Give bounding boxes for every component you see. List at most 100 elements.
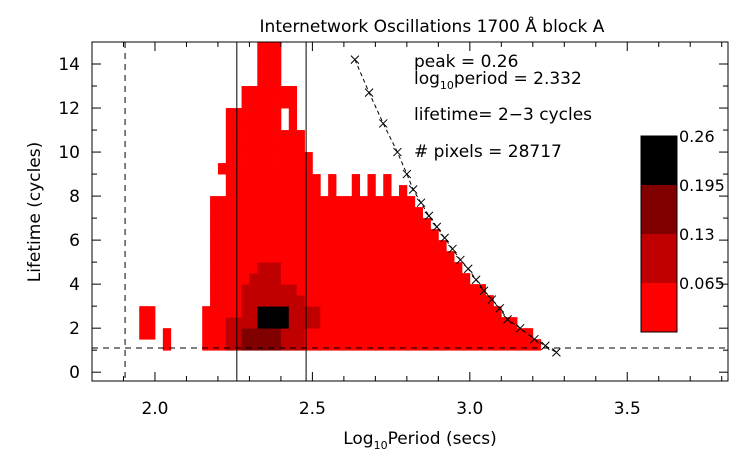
heatmap-cell xyxy=(265,42,274,54)
heatmap-cell xyxy=(367,207,376,219)
heatmap-cell xyxy=(217,306,227,318)
heatmap-cell xyxy=(257,284,266,296)
heatmap-cell xyxy=(477,339,486,351)
heatmap-cell xyxy=(367,229,376,241)
heatmap-cell xyxy=(328,339,337,351)
heatmap-cell xyxy=(320,196,329,208)
heatmap-cell xyxy=(296,295,305,307)
heatmap-cell xyxy=(454,317,463,329)
heatmap-cell xyxy=(265,75,274,87)
heatmap-cell xyxy=(217,317,227,329)
cutoff-point-marker xyxy=(530,334,539,344)
heatmap-cells xyxy=(139,42,542,351)
heatmap-cell xyxy=(446,295,455,307)
heatmap-cell xyxy=(398,207,408,219)
heatmap-cell xyxy=(273,284,282,296)
heatmap-cell xyxy=(210,295,219,307)
heatmap-cell xyxy=(383,262,392,274)
heatmap-cell xyxy=(233,196,242,208)
heatmap-cell xyxy=(210,262,219,274)
annotation-log-period: log10period = 2.332 xyxy=(414,69,582,92)
heatmap-cell xyxy=(280,295,290,307)
heatmap-cell xyxy=(217,339,227,351)
heatmap-cell xyxy=(257,328,266,340)
heatmap-cell xyxy=(493,317,502,329)
heatmap-cell xyxy=(233,317,242,329)
heatmap-cell xyxy=(469,328,479,340)
heatmap-cell xyxy=(249,152,258,164)
heatmap-cell xyxy=(288,262,298,274)
cutoff-point-marker xyxy=(402,169,412,179)
heatmap-cell xyxy=(304,273,313,285)
heatmap-cell xyxy=(430,328,439,340)
heatmap-cell xyxy=(430,317,439,329)
heatmap-cell xyxy=(296,328,305,340)
colorbar-label: 0.065 xyxy=(679,274,725,293)
heatmap-cell xyxy=(406,328,416,340)
heatmap-cell xyxy=(225,130,235,142)
heatmap-cell xyxy=(304,196,313,208)
heatmap-cell xyxy=(257,86,266,98)
heatmap-cell xyxy=(367,284,376,296)
heatmap-cell xyxy=(257,97,266,109)
heatmap-cell xyxy=(328,185,337,197)
heatmap-cell xyxy=(249,108,258,120)
heatmap-cell xyxy=(280,174,290,186)
heatmap-cell xyxy=(320,262,329,274)
heatmap-cell xyxy=(280,218,290,230)
heatmap-cell xyxy=(320,207,329,219)
heatmap-cell xyxy=(265,317,274,329)
heatmap-cell xyxy=(280,262,290,274)
heatmap-cell xyxy=(273,86,282,98)
heatmap-cell xyxy=(375,295,384,307)
heatmap-cell xyxy=(351,339,361,351)
heatmap-cell xyxy=(336,262,345,274)
heatmap-cell xyxy=(202,328,211,340)
heatmap-cell xyxy=(210,229,219,241)
heatmap-cell xyxy=(296,218,305,230)
heatmap-cell xyxy=(288,284,298,296)
heatmap-cell xyxy=(517,328,526,340)
heatmap-cell xyxy=(265,306,274,318)
x-tick-label: 2.5 xyxy=(299,399,326,419)
heatmap-cell xyxy=(280,328,290,340)
heatmap-cell xyxy=(430,295,439,307)
heatmap-cell xyxy=(406,240,416,252)
heatmap-cell xyxy=(375,306,384,318)
heatmap-cell xyxy=(328,251,337,263)
heatmap-cell xyxy=(280,306,290,318)
heatmap-cell xyxy=(225,207,235,219)
heatmap-cell xyxy=(336,339,345,351)
heatmap-cell xyxy=(430,229,439,241)
heatmap-cell xyxy=(241,240,250,252)
heatmap-cell xyxy=(391,251,400,263)
heatmap-cell xyxy=(202,339,211,351)
heatmap-cell xyxy=(265,64,274,76)
heatmap-cell xyxy=(233,207,242,219)
heatmap-cell xyxy=(288,152,298,164)
cutoff-point-marker xyxy=(541,341,550,351)
heatmap-cell xyxy=(233,185,242,197)
heatmap-cell xyxy=(359,262,368,274)
heatmap-cell xyxy=(336,273,345,285)
heatmap-cell xyxy=(296,174,305,186)
cutoff-point-marker xyxy=(432,222,442,232)
heatmap-cell xyxy=(438,273,447,285)
heatmap-cell xyxy=(422,295,431,307)
heatmap-cell xyxy=(241,284,250,296)
reference-lines xyxy=(92,42,728,381)
heatmap-cell xyxy=(391,339,400,351)
heatmap-cell xyxy=(328,262,337,274)
heatmap-cell xyxy=(273,119,282,131)
heatmap-cell xyxy=(265,262,274,274)
heatmap-cell xyxy=(383,218,392,230)
heatmap-cell xyxy=(367,295,376,307)
heatmap-cell xyxy=(296,229,305,241)
heatmap-cell xyxy=(233,108,242,120)
heatmap-cell xyxy=(406,251,416,263)
heatmap-cell xyxy=(312,306,321,318)
y-tick-label: 8 xyxy=(69,187,80,207)
heatmap-cell xyxy=(343,229,353,241)
heatmap-cell xyxy=(225,317,235,329)
